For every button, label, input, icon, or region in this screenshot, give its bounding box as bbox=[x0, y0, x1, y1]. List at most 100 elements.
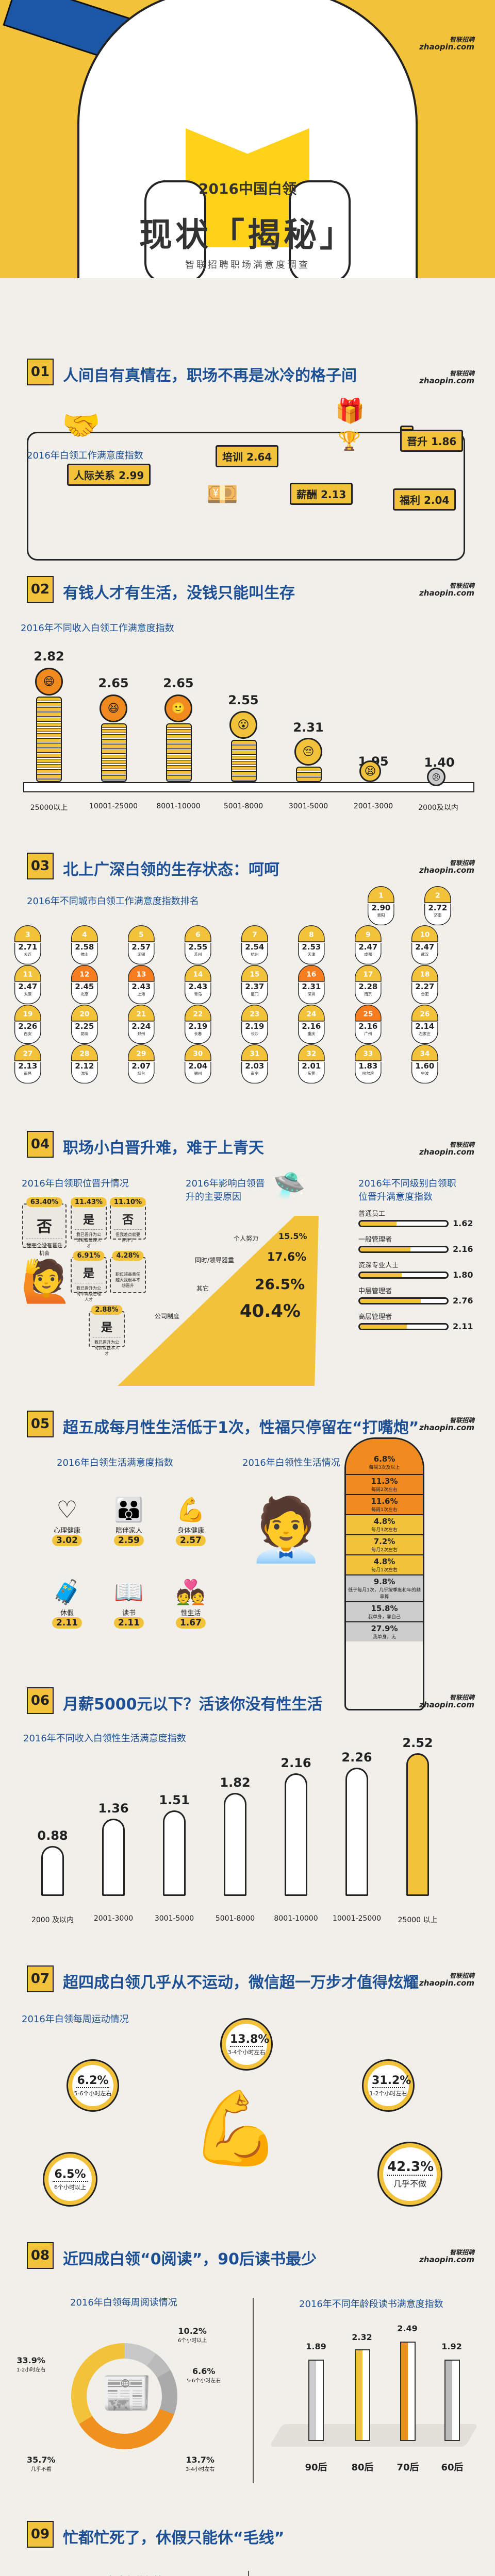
city-bowl: 5 2.57 无锡 bbox=[128, 925, 155, 965]
hero-main-title: 现状「揭秘」 bbox=[139, 216, 356, 255]
city-bowl: 16 2.31 深圳 bbox=[298, 965, 325, 1005]
value-label: 1.82 bbox=[220, 1775, 251, 1790]
tower-bar-70s bbox=[400, 2342, 416, 2441]
x-label: 8001-10000 bbox=[156, 802, 201, 810]
raised-fist-man-illustration: 🙋 bbox=[21, 1257, 72, 1305]
section-number: 05 bbox=[27, 1411, 54, 1437]
value-label: 0.88 bbox=[37, 1828, 68, 1843]
section-title: 超四成白领几乎从不运动，微信超一万步才值得炫耀 bbox=[63, 1974, 419, 1992]
city-bowl: 25 2.16 广州 bbox=[355, 1005, 382, 1044]
alarm-clock-1-2h: 31.2% 1-2个小时左右 bbox=[362, 2059, 415, 2112]
coin-stack-bar bbox=[296, 767, 322, 782]
zhaopin-logo: 智联招聘 zhaopin.com bbox=[419, 1141, 474, 1157]
hero-year-title: 2016中国白领 bbox=[199, 180, 296, 197]
alarm-clock-3-4h: 13.8% 3-4个小时左右 bbox=[220, 2018, 273, 2071]
left-fist-illustration bbox=[144, 180, 206, 278]
zhaopin-logo: 智联招聘 zhaopin.com bbox=[419, 2249, 474, 2264]
flexed-arm-illustration: 💪 bbox=[191, 2087, 281, 2171]
city-bowl: 23 2.19 长沙 bbox=[241, 1005, 268, 1044]
chart-title: 2016年不同城市白领工作满意度指数排名 bbox=[27, 896, 199, 907]
alarm-clock-6h-plus: 6.5% 6个小时以上 bbox=[43, 2152, 97, 2207]
city-bowl: 13 2.43 上海 bbox=[128, 965, 155, 1005]
money-stack-icon: 💴 bbox=[206, 479, 239, 509]
value-label: 2.82 bbox=[34, 649, 64, 664]
city-bowl: 8 2.53 天津 bbox=[298, 925, 325, 965]
right-fist-illustration bbox=[289, 180, 351, 278]
section-title: 有钱人才有生活，没钱只能叫生存 bbox=[63, 584, 295, 602]
chart-title: 2016年不同年龄段读书满意度指数 bbox=[299, 2299, 443, 2310]
donut-label: 6.6% 5-6个小时左右 bbox=[187, 2366, 221, 2384]
value-label: 2.65 bbox=[163, 676, 194, 690]
section-08-header: 08 近四成白领“0阅读”，90后读书最少 bbox=[27, 2242, 475, 2273]
reason-label: 公司制度 bbox=[155, 1313, 180, 1320]
section-number: 02 bbox=[27, 576, 54, 603]
ufo-illustration: 🛸 bbox=[273, 1171, 306, 1200]
section-03-header: 03 北上广深白领的生存状态：呵呵 bbox=[27, 853, 475, 884]
value-label: 1.40 bbox=[424, 755, 455, 770]
reason-value: 17.6% bbox=[267, 1251, 307, 1264]
city-bowl: 12 2.45 北京 bbox=[71, 965, 98, 1005]
tower-bar-90s bbox=[308, 2360, 324, 2441]
section-title: 人间自有真情在，职场不再是冰冷的格子间 bbox=[63, 367, 357, 385]
x-label: 2001-3000 bbox=[353, 802, 393, 810]
section-02-header: 02 有钱人才有生活，没钱只能叫生存 bbox=[27, 576, 475, 607]
city-bowl: 26 2.14 石家庄 bbox=[411, 1005, 438, 1044]
donut-label: 33.9% 1-2小时左右 bbox=[16, 2355, 46, 2373]
x-label: 2001-3000 bbox=[93, 1914, 134, 1923]
promotion-box: 11.43% 是我已晋升为公司初级管理人才 bbox=[70, 1197, 107, 1248]
city-bowl: 17 2.28 南京 bbox=[355, 965, 382, 1005]
label-interpersonal: 人际关系 2.99 bbox=[67, 464, 151, 486]
x-label: 25000 以上 bbox=[398, 1916, 438, 1924]
x-label: 10001-25000 bbox=[89, 802, 138, 810]
x-label: 25000以上 bbox=[30, 804, 68, 812]
life-item: 👪 陪伴家人 2.59 bbox=[106, 1494, 152, 1546]
reason-value: 26.5% bbox=[255, 1276, 305, 1293]
waving-man-illustration: 🧑‍💼 bbox=[248, 1494, 325, 1566]
label-promotion: 晋升 1.86 bbox=[400, 430, 464, 452]
chart-title: 2016年白领工作满意度指数 bbox=[27, 450, 143, 461]
chart-title: 2016年不同级别白领职位晋升满意度指数 bbox=[358, 1178, 456, 1202]
city-bowl: 32 2.01 东莞 bbox=[298, 1044, 325, 1084]
chart-title: 2016年白领生活满意度指数 bbox=[57, 1458, 173, 1468]
coin-stack-bar bbox=[36, 697, 62, 782]
city-bowl: 2 2.72 济南 bbox=[424, 886, 451, 926]
zhaopin-logo: 智联招聘 zhaopin.com bbox=[419, 582, 474, 598]
city-bowl: 34 1.60 宁波 bbox=[411, 1044, 438, 1084]
book-icon: 📖 bbox=[114, 1578, 144, 1606]
x-label: 3001-5000 bbox=[288, 802, 328, 810]
section-06-header: 06 月薪5000元以下？活该你没有性生活 bbox=[27, 1687, 475, 1718]
chart-title: 2016年白领性生活情况 bbox=[242, 1458, 340, 1468]
condom-bar bbox=[345, 1768, 368, 1896]
x-label: 5001-8000 bbox=[215, 1914, 255, 1923]
value-label: 2.65 bbox=[98, 676, 129, 690]
condom-bar bbox=[41, 1846, 64, 1896]
value-label: 2.32 bbox=[352, 2332, 372, 2342]
chart-title: 2016年白领每周阅读情况 bbox=[70, 2297, 177, 2308]
life-item: 📖 读书 2.11 bbox=[106, 1577, 152, 1629]
sad-face-icon: 😔 bbox=[294, 738, 322, 766]
coin-stack-bar bbox=[101, 723, 127, 782]
city-bowl: 11 2.47 太原 bbox=[14, 965, 41, 1005]
value-label: 2.49 bbox=[397, 2324, 418, 2333]
angry-face-icon: 😠 bbox=[427, 768, 446, 786]
chart-title: 2016年不同收入白领性生活满意度指数 bbox=[23, 1733, 186, 1744]
zhaopin-logo: 智联招聘 zhaopin.com bbox=[419, 36, 474, 52]
city-bowl: 4 2.58 佛山 bbox=[71, 925, 98, 965]
chart-title: 2016年不同收入白领工作满意度指数 bbox=[21, 623, 174, 634]
life-item: 💪 身体健康 2.57 bbox=[168, 1494, 214, 1546]
value-label: 1.92 bbox=[441, 2342, 462, 2351]
donut-label: 13.7% 3-4小时左右 bbox=[186, 2455, 215, 2472]
label-benefits: 福利 2.04 bbox=[393, 488, 456, 511]
label-training: 培训 2.64 bbox=[216, 445, 279, 467]
city-bowl: 28 2.12 沈阳 bbox=[71, 1044, 98, 1084]
section-07-header: 07 超四成白领几乎从不运动，微信超一万步才值得炫耀 bbox=[27, 1965, 475, 1996]
city-bowl: 7 2.54 杭州 bbox=[241, 925, 268, 965]
section-09-header: 09 忙都忙死了，休假只能休“毛线” bbox=[27, 2521, 475, 2552]
x-label: 90后 bbox=[305, 2462, 327, 2473]
city-bowl: 18 2.27 合肥 bbox=[411, 965, 438, 1005]
tower-bar-80s bbox=[355, 2349, 370, 2441]
value-label: 1.36 bbox=[98, 1801, 129, 1816]
city-bowl: 24 2.16 重庆 bbox=[298, 1005, 325, 1044]
coin-stack-bar bbox=[166, 723, 192, 782]
x-label: 3001-5000 bbox=[154, 1914, 194, 1923]
